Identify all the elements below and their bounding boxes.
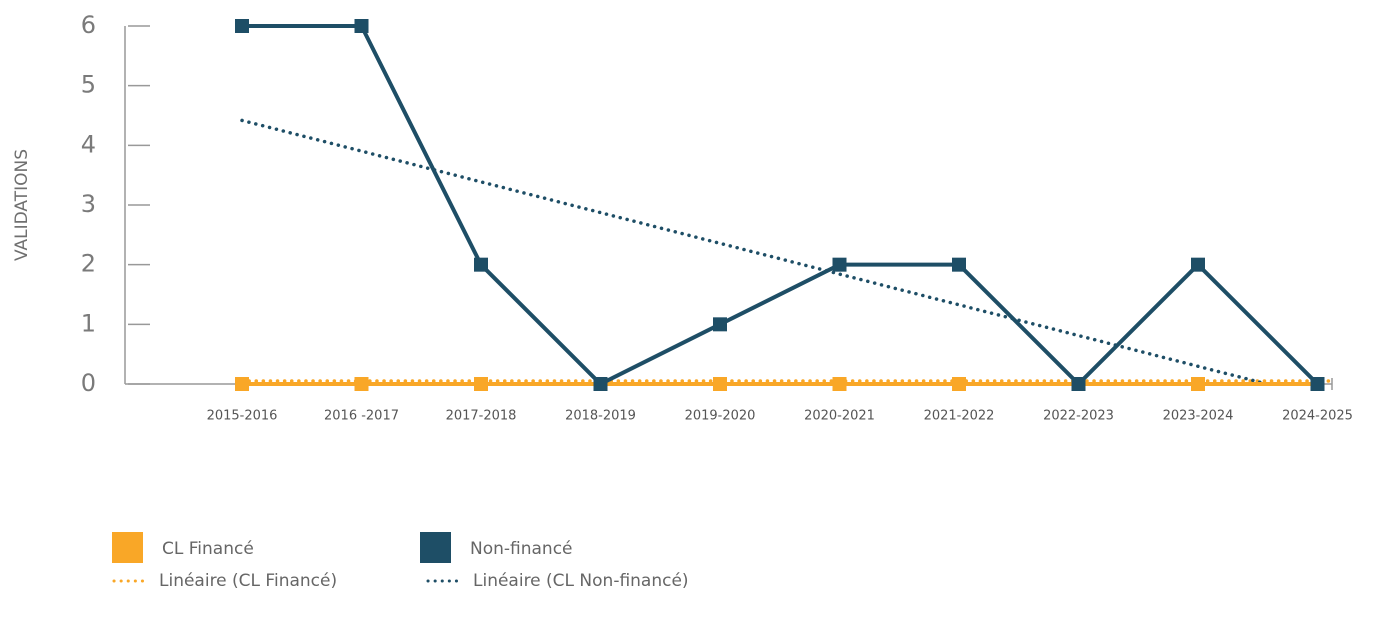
point-marker bbox=[713, 377, 727, 391]
point-marker bbox=[1191, 257, 1205, 272]
legend-trend-label: Linéaire (CL Financé) bbox=[159, 571, 337, 591]
trendline bbox=[240, 118, 1269, 386]
point-marker bbox=[952, 257, 966, 272]
y-tick-label: 0 bbox=[81, 369, 96, 397]
point-marker bbox=[952, 377, 966, 391]
point-marker bbox=[1071, 377, 1086, 391]
legend-swatch bbox=[420, 532, 451, 563]
point-marker bbox=[1310, 377, 1325, 391]
x-tick-label: 2020-2021 bbox=[804, 409, 875, 424]
point-marker bbox=[474, 377, 488, 391]
legend-swatch bbox=[112, 532, 143, 563]
y-tick-label: 3 bbox=[81, 190, 96, 218]
point-marker bbox=[354, 377, 369, 391]
x-tick-label: 2022-2023 bbox=[1043, 409, 1114, 424]
point-marker bbox=[1191, 377, 1205, 391]
legend-label: Non-financé bbox=[470, 539, 573, 559]
point-marker bbox=[713, 317, 727, 332]
y-tick-label: 6 bbox=[81, 11, 96, 39]
x-tick-label: 2015-2016 bbox=[207, 409, 278, 424]
y-tick-label: 4 bbox=[81, 130, 96, 158]
x-tick-label: 2021-2022 bbox=[924, 409, 995, 424]
y-tick-label: 1 bbox=[81, 309, 96, 337]
legend-label: CL Financé bbox=[162, 539, 254, 559]
x-tick-label: 2024-2025 bbox=[1282, 409, 1353, 424]
point-marker bbox=[235, 19, 249, 33]
point-marker bbox=[832, 257, 847, 272]
point-marker bbox=[832, 377, 847, 391]
x-tick-label: 2019-2020 bbox=[685, 409, 756, 424]
y-axis-label: VALIDATIONS bbox=[12, 149, 32, 261]
x-tick-label: 2017-2018 bbox=[446, 409, 517, 424]
x-tick-label: 2016 -2017 bbox=[324, 409, 399, 424]
point-marker bbox=[354, 19, 369, 33]
y-tick-label: 2 bbox=[81, 250, 96, 278]
point-marker bbox=[235, 377, 249, 391]
x-tick-label: 2018-2019 bbox=[565, 409, 636, 424]
y-tick-label: 5 bbox=[81, 71, 96, 99]
legend-trend-label: Linéaire (CL Non-financé) bbox=[473, 571, 689, 591]
point-marker bbox=[593, 377, 608, 391]
x-tick-label: 2023-2024 bbox=[1163, 409, 1234, 424]
series-line bbox=[242, 24, 1319, 386]
point-marker bbox=[474, 257, 488, 272]
